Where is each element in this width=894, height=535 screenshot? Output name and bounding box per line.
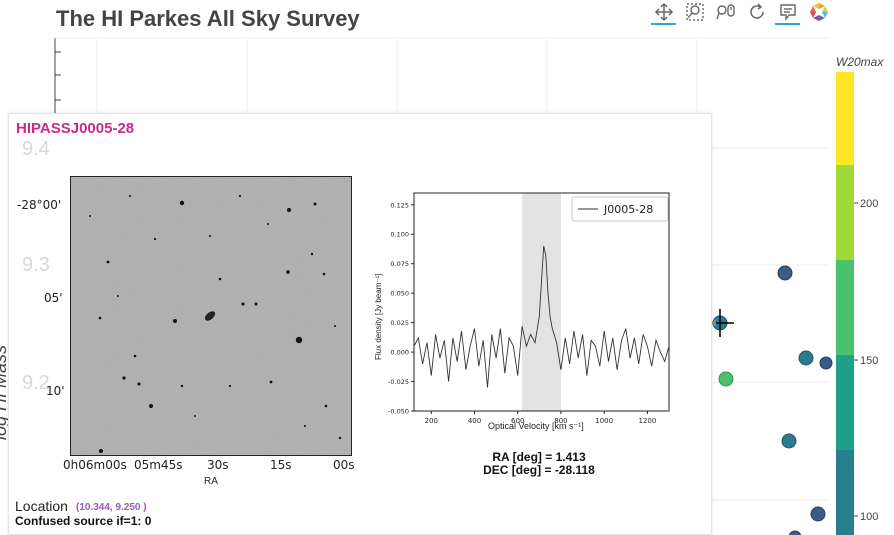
data-point[interactable]	[798, 350, 814, 366]
dec-readout: DEC [deg] = -28.118	[483, 463, 595, 477]
ra-tick-label: 05m45s	[134, 458, 183, 472]
colorbar	[836, 72, 858, 535]
legend: J0005-28	[571, 196, 669, 222]
data-point[interactable]	[788, 530, 802, 535]
spectrum-y-label: Flux density [Jy beam⁻¹]	[374, 273, 383, 360]
source-name: HIPASSJ0005-28	[16, 120, 135, 137]
reset-tool-button[interactable]	[741, 0, 772, 24]
spectrum-x-label: Optical Velocity [km s⁻¹]	[488, 421, 584, 431]
highlight-band	[522, 193, 561, 411]
location-value: (10.344, 9.250 )	[76, 502, 147, 513]
dec-tick-label: -28°00'	[17, 198, 62, 212]
x-tick-label: 1000	[595, 417, 613, 425]
hover-tool-button[interactable]	[772, 0, 803, 25]
bokeh-logo-icon	[809, 3, 828, 21]
y-tick-label: 0.000	[390, 349, 409, 357]
ra-tick-label: 15s	[270, 458, 292, 472]
page-title: The HI Parkes All Sky Survey	[56, 6, 360, 31]
ra-tick-label: 00s	[333, 458, 355, 472]
series-line-J0005-28	[413, 245, 670, 388]
star-field	[89, 194, 342, 453]
data-point[interactable]	[781, 433, 797, 449]
dec-tick-label: 05'	[44, 291, 63, 305]
y-tick-label: 0.050	[390, 290, 409, 298]
y-tick-label: 0.025	[390, 319, 409, 327]
x-tick-label: 600	[511, 417, 524, 425]
colorbar-tick-label: 200	[860, 198, 878, 210]
location-label: Location	[15, 498, 68, 514]
colorbar-tick-label: 100	[860, 511, 878, 523]
move-arrows-icon	[654, 2, 673, 22]
wheel-zoom-icon	[715, 4, 735, 20]
tooltip-icon	[779, 4, 796, 22]
confused-source-text: Confused source if=1: 0	[15, 514, 152, 528]
data-point[interactable]	[718, 371, 734, 387]
y-tick-label: -0.025	[388, 378, 409, 386]
colorbar-tick-label: 150	[860, 355, 878, 367]
ra-tick-label: 0h06m00s	[63, 458, 127, 472]
box-zoom-tool-button[interactable]	[679, 0, 710, 24]
plot-toolbar	[648, 0, 834, 28]
y-tick-label: 9.2	[22, 372, 50, 394]
tooltip-pointer-icon	[710, 319, 716, 327]
legend-label: J0005-28	[603, 203, 653, 216]
pan-tool-button[interactable]	[648, 0, 679, 25]
spectrum-frame	[413, 192, 670, 412]
x-tick-label: 200	[425, 417, 438, 425]
y-tick-label: -0.050	[388, 408, 409, 416]
y-tick-label: 9.3	[22, 254, 50, 276]
galaxy-shape	[204, 311, 216, 321]
y-tick-label: 0.125	[390, 201, 409, 209]
wheel-zoom-tool-button[interactable]	[710, 0, 741, 24]
data-point[interactable]	[777, 265, 793, 281]
ra-axis-label: RA	[204, 476, 218, 487]
x-tick-label: 800	[554, 417, 567, 425]
x-tick-label: 1200	[638, 417, 656, 425]
zoom-box-icon	[685, 3, 704, 21]
ra-tick-label: 30s	[207, 458, 229, 472]
sky-image	[70, 176, 352, 456]
scatter-points[interactable]	[706, 265, 833, 535]
spectrum-chart: 200 400 600 800 1000 1200 0.125 0.100 0.075 0.05…	[388, 192, 670, 425]
y-tick-label: 0.100	[390, 231, 409, 239]
ra-readout: RA [deg] = 1.413	[492, 450, 586, 464]
reset-icon	[749, 3, 764, 19]
coordinate-readout: RA [deg] = 1.413 DEC [deg] = -28.118	[454, 451, 624, 477]
y-tick-label: 9.4	[22, 138, 50, 160]
dec-tick-label: 10'	[46, 384, 65, 398]
grid-lines	[55, 37, 828, 501]
data-point[interactable]	[819, 356, 833, 370]
data-point[interactable]	[810, 506, 826, 522]
y-tick-label: 0.075	[390, 260, 409, 268]
x-tick-label: 400	[468, 417, 481, 425]
bokeh-logo-link[interactable]	[803, 0, 834, 24]
colorbar-title: W20max	[836, 55, 884, 69]
